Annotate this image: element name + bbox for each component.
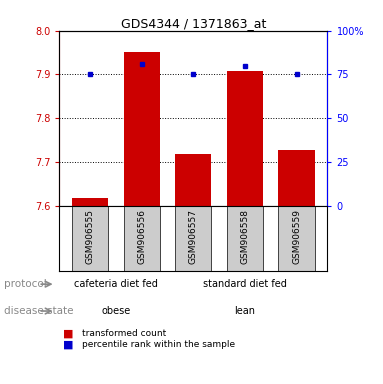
Text: standard diet fed: standard diet fed	[203, 279, 287, 289]
Text: disease state: disease state	[4, 306, 73, 316]
Bar	[175, 206, 211, 271]
Title: GDS4344 / 1371863_at: GDS4344 / 1371863_at	[121, 17, 266, 30]
Bar	[72, 198, 108, 206]
Text: lean: lean	[234, 306, 255, 316]
Text: obese: obese	[101, 306, 131, 316]
Bar	[278, 206, 314, 271]
Bar	[227, 206, 263, 271]
Text: GSM906556: GSM906556	[137, 209, 146, 265]
Bar	[124, 52, 160, 206]
Text: ■: ■	[63, 329, 74, 339]
Bar	[124, 206, 160, 271]
Bar	[72, 206, 108, 271]
Text: ■: ■	[63, 339, 74, 350]
Text: transformed count: transformed count	[82, 329, 167, 338]
Text: GSM906555: GSM906555	[86, 209, 95, 265]
Bar	[175, 154, 211, 206]
Text: percentile rank within the sample: percentile rank within the sample	[82, 340, 236, 349]
Text: GSM906557: GSM906557	[189, 209, 198, 265]
Text: GSM906558: GSM906558	[241, 209, 249, 265]
Bar	[278, 150, 314, 206]
Bar	[227, 71, 263, 206]
Text: cafeteria diet fed: cafeteria diet fed	[74, 279, 158, 289]
Text: protocol: protocol	[4, 279, 47, 289]
Text: GSM906559: GSM906559	[292, 209, 301, 265]
